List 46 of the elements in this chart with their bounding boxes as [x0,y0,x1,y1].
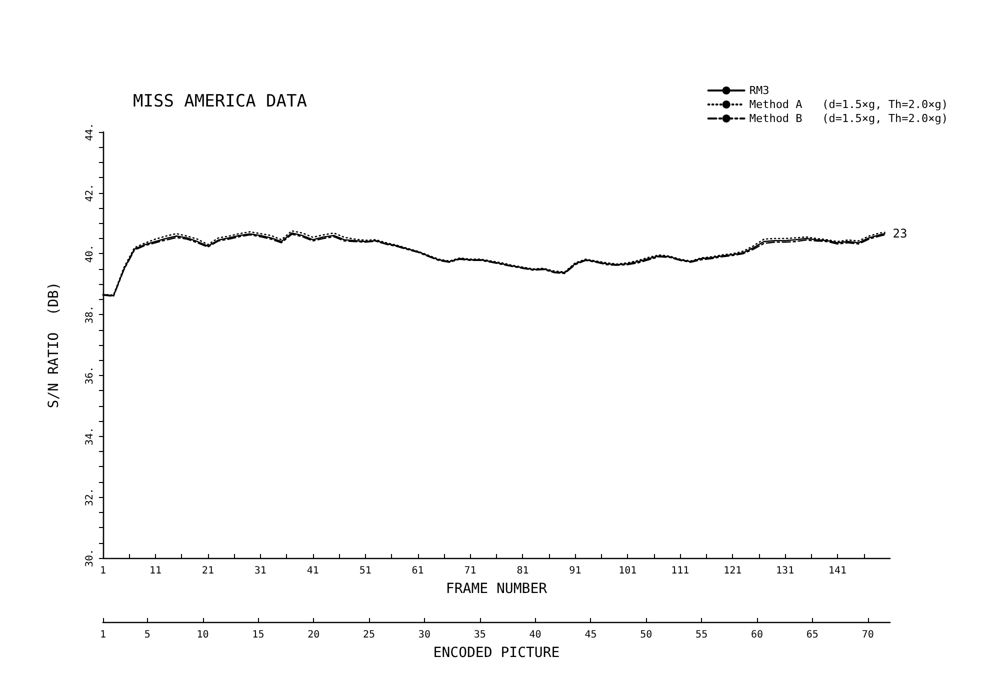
y-tick-label: 42. [84,184,96,202]
chart-title: MISS AMERICA DATA [133,92,307,112]
x-axis-title: FRAME NUMBER [446,581,548,597]
x-tick-label: 141 [828,566,847,576]
y-tick-label: 38. [84,306,96,324]
y-axis-title: S/N RATIO (DB) [46,282,62,408]
x2-tick-label: 35 [474,630,486,640]
x2-tick-label: 50 [640,630,652,640]
x2-tick-label: 40 [529,630,542,640]
x-tick-label: 61 [412,566,424,576]
x-tick-label: 81 [516,566,529,576]
x2-axis-title: ENCODED PICTURE [433,645,560,661]
x-tick-label: 1 [100,566,106,576]
x2-tick-label: 10 [196,630,209,640]
x2-tick-label: 1 [100,630,106,640]
x2-tick-label: 5 [144,630,150,640]
x-tick-label: 11 [149,566,162,576]
x2-tick-label: 20 [308,630,320,640]
x-tick-label: 91 [569,566,582,576]
legend-label: Method B (d=1.5×g, Th=2.0×g) [749,112,948,125]
x-tick-label: 51 [359,566,372,576]
x2-tick-label: 65 [806,630,818,640]
legend-label: RM3 [749,84,770,97]
y-tick-label: 40. [84,244,96,263]
x2-tick-label: 60 [750,630,764,640]
x-tick-label: 111 [671,566,690,576]
annotation: 23 [892,226,908,241]
y-tick-label: 34. [84,427,96,446]
y-tick-label: 32. [84,488,96,506]
x-tick-label: 121 [724,566,742,576]
x2-tick-label: 30 [418,630,430,640]
x-tick-label: 71 [464,566,476,576]
legend-label: Method A (d=1.5×g, Th=2.0×g) [749,98,948,111]
x2-tick-label: 45 [584,630,597,640]
y-tick-label: 36. [84,366,96,384]
x2-tick-label: 55 [696,630,708,640]
x2-tick-label: 25 [363,630,376,640]
x-tick-label: 41 [306,566,319,576]
x-tick-label: 21 [202,566,214,576]
x2-tick-label: 15 [252,630,264,640]
x-tick-label: 101 [618,566,637,576]
y-tick-label: 44. [84,122,96,142]
x-tick-label: 31 [254,566,266,576]
y-tick-label: 30. [84,548,96,568]
x2-tick-label: 70 [862,630,874,640]
x-tick-label: 131 [776,566,794,576]
